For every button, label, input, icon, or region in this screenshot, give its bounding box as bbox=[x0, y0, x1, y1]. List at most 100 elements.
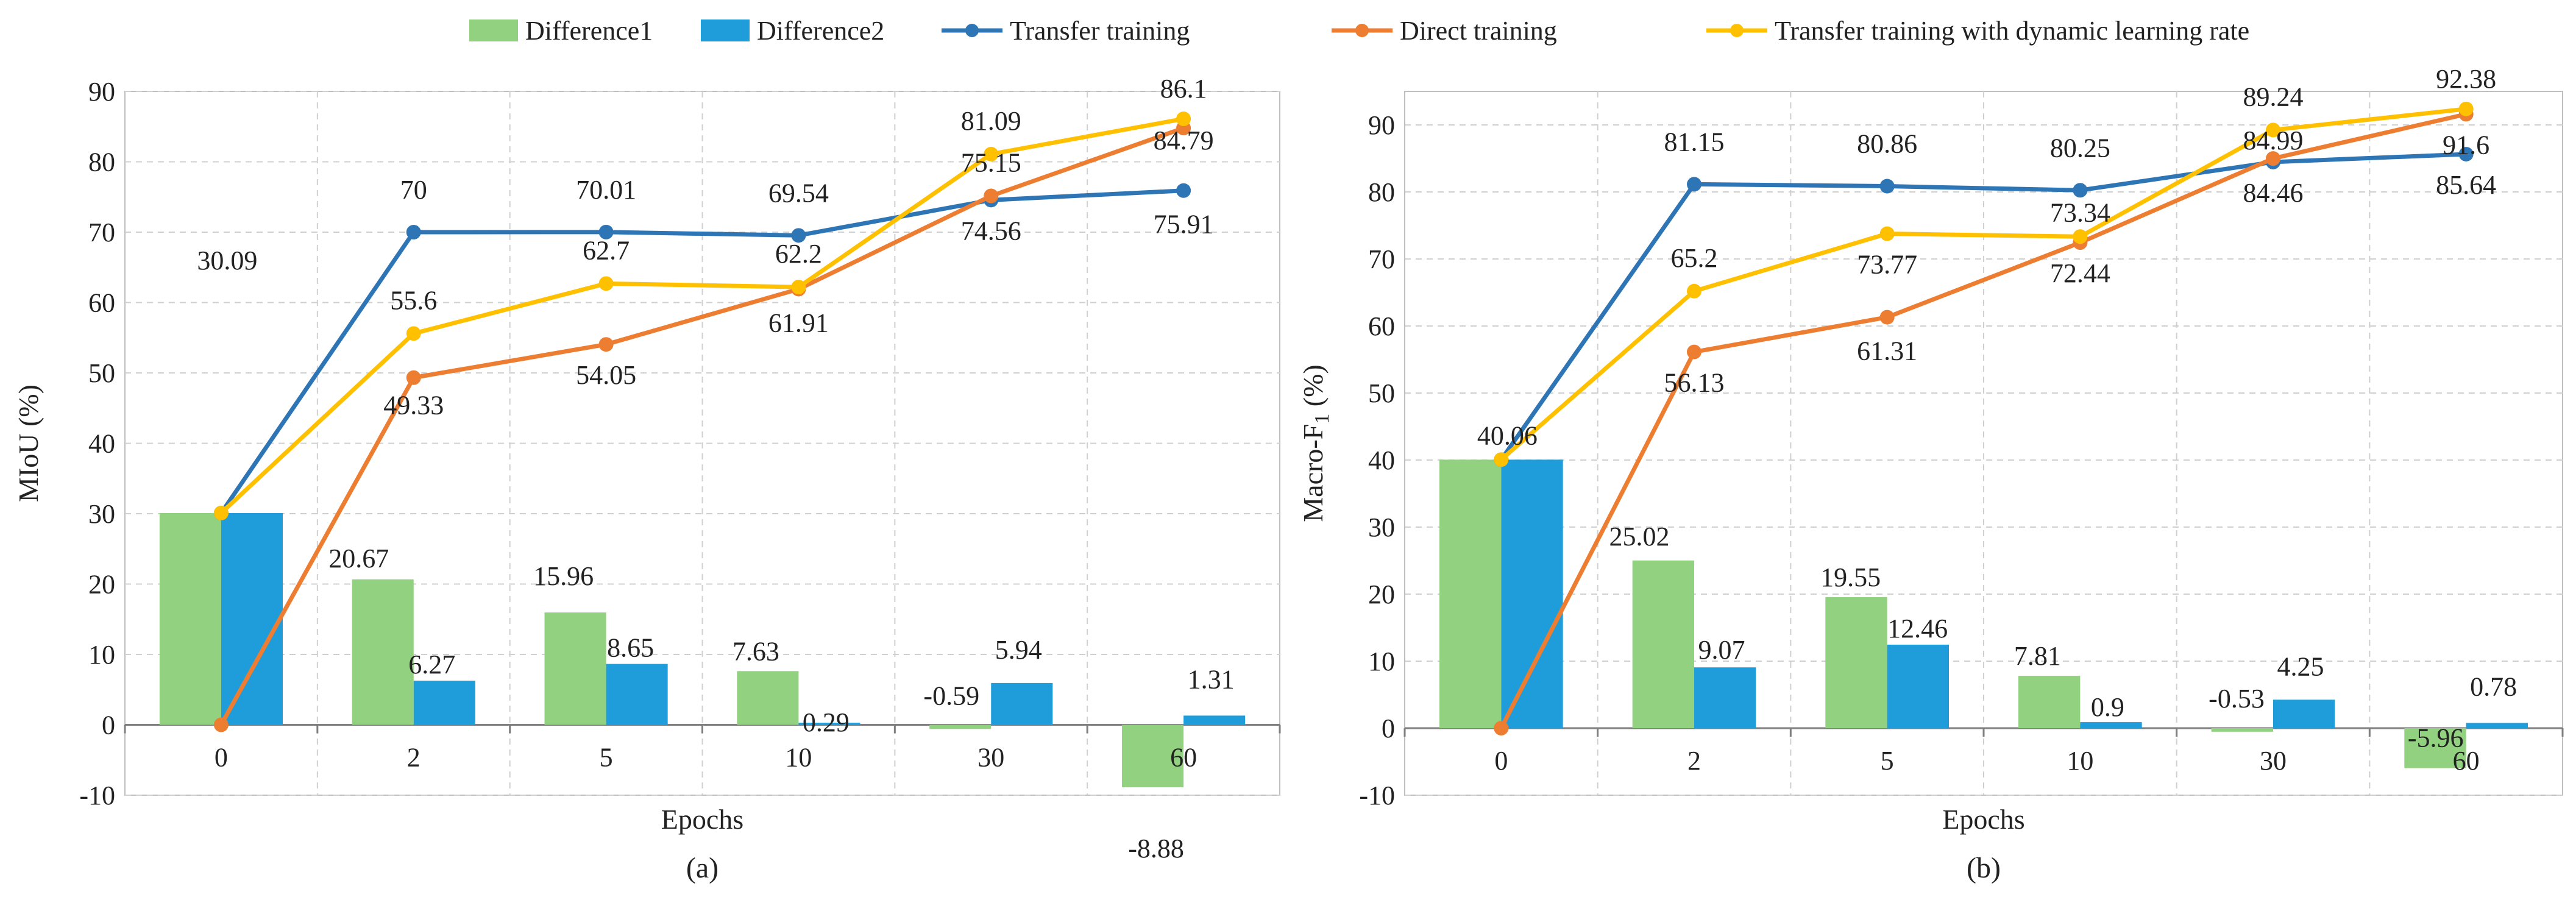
legend-item-difference2: Difference2 bbox=[701, 16, 884, 46]
series-line bbox=[1499, 112, 2467, 729]
panel-label: (b) bbox=[1967, 852, 2001, 884]
line-series-direct-training bbox=[213, 121, 1191, 732]
bar bbox=[737, 671, 799, 725]
bar bbox=[1122, 725, 1184, 788]
y-tick-label: 90 bbox=[1368, 110, 1395, 140]
y-axis-title: MIoU (%) bbox=[13, 384, 44, 502]
legend-label: Direct training bbox=[1400, 16, 1557, 46]
series-line bbox=[219, 188, 1184, 514]
bar bbox=[1183, 715, 1246, 725]
y-tick-label: 30 bbox=[1368, 512, 1395, 542]
legend-marker bbox=[1355, 24, 1369, 37]
data-label: 15.96 bbox=[533, 561, 594, 591]
data-label: 54.05 bbox=[576, 360, 636, 390]
bar bbox=[2273, 700, 2335, 728]
bar bbox=[1825, 597, 1887, 728]
data-label: 73.77 bbox=[1857, 250, 1917, 280]
x-axis-title: Epochs bbox=[661, 804, 743, 835]
series-line bbox=[219, 116, 1184, 515]
y-tick-label: 40 bbox=[88, 429, 115, 459]
data-label: 84.79 bbox=[1154, 126, 1214, 155]
data-label: 1.31 bbox=[1188, 664, 1235, 694]
data-label: 81.09 bbox=[961, 106, 1021, 136]
legend-item-direct-training: Direct training bbox=[1332, 16, 1557, 46]
line-series-direct-training bbox=[1494, 107, 2474, 735]
data-label: 92.38 bbox=[2436, 64, 2496, 94]
data-label: 7.63 bbox=[733, 636, 779, 666]
y-tick-label: 30 bbox=[88, 499, 115, 529]
x-tick-label: 60 bbox=[2453, 746, 2480, 776]
legend-label: Transfer training with dynamic learning … bbox=[1775, 16, 2249, 46]
x-tick-label: 0 bbox=[215, 743, 228, 773]
data-label: 84.99 bbox=[2243, 126, 2304, 155]
data-label: 49.33 bbox=[383, 391, 444, 420]
series-line bbox=[219, 126, 1185, 726]
y-tick-label: 50 bbox=[1368, 378, 1395, 408]
data-label: 61.31 bbox=[1857, 336, 1917, 366]
data-label: -8.88 bbox=[1128, 834, 1184, 863]
x-tick-label: 30 bbox=[978, 743, 1004, 773]
bar bbox=[352, 579, 414, 725]
data-label: 55.6 bbox=[390, 285, 437, 315]
y-axis-title-subscript: 1 bbox=[1311, 414, 1333, 424]
data-label: 6.27 bbox=[408, 650, 455, 679]
bar bbox=[991, 682, 1053, 725]
y-tick-label: 60 bbox=[1368, 311, 1395, 341]
line-point bbox=[1687, 177, 1701, 192]
y-tick-label: 70 bbox=[1368, 244, 1395, 274]
data-label: 80.86 bbox=[1857, 129, 1917, 159]
line-point bbox=[1879, 226, 1895, 241]
line-point bbox=[2458, 146, 2474, 161]
bar bbox=[2211, 728, 2273, 732]
data-label: 0.9 bbox=[2091, 692, 2124, 722]
data-label: 70.01 bbox=[576, 175, 636, 205]
data-label: 30.09 bbox=[197, 246, 257, 275]
data-label: 75.15 bbox=[961, 148, 1021, 178]
chart-panel-b: -10 0 10 20 30 40 50 60 70 80 90 0 2 5 10 30 60 40.06 25.0… bbox=[1297, 64, 2564, 884]
line-point bbox=[1176, 183, 1191, 198]
data-label: 86.1 bbox=[1160, 74, 1207, 104]
x-tick-label: 10 bbox=[785, 743, 812, 773]
line-point bbox=[1494, 452, 1509, 467]
data-label: 61.91 bbox=[768, 308, 829, 338]
line-point bbox=[598, 337, 614, 352]
data-label: 69.54 bbox=[768, 178, 829, 208]
data-label: 19.55 bbox=[1820, 562, 1881, 592]
data-label: 5.94 bbox=[995, 635, 1042, 665]
series-line bbox=[1499, 152, 2466, 461]
line-point bbox=[791, 280, 806, 295]
line-point bbox=[213, 505, 229, 520]
y-tick-label: 70 bbox=[88, 218, 115, 247]
line-point bbox=[1687, 344, 1701, 360]
line-point bbox=[1176, 112, 1191, 127]
data-label: 40.06 bbox=[1477, 420, 1538, 450]
x-tick-label: 5 bbox=[600, 743, 613, 773]
data-label: 7.81 bbox=[2014, 641, 2061, 671]
data-label: -5.96 bbox=[2408, 723, 2464, 753]
y-tick-label: 0 bbox=[1382, 714, 1395, 743]
y-tick-label: 20 bbox=[88, 570, 115, 600]
legend-swatch bbox=[701, 19, 750, 41]
y-tick-label: -10 bbox=[1359, 781, 1395, 810]
y-tick-label: 0 bbox=[102, 710, 115, 740]
line-series-transfer-training-with-dynamic-learning-rate bbox=[1494, 101, 2474, 467]
data-label: 8.65 bbox=[607, 633, 654, 663]
line-point bbox=[2458, 101, 2474, 116]
data-label: 65.2 bbox=[1671, 243, 1718, 273]
bar bbox=[1501, 459, 1563, 728]
line-point bbox=[598, 276, 614, 291]
bar bbox=[544, 612, 606, 725]
line-point bbox=[2073, 229, 2088, 244]
legend-item-transfer-training-with-dynamic-learning-rate: Transfer training with dynamic learning … bbox=[1706, 16, 2249, 46]
line-point bbox=[2073, 183, 2088, 198]
y-tick-label: 40 bbox=[1368, 445, 1395, 475]
bar bbox=[221, 512, 283, 725]
data-label: 20.67 bbox=[328, 544, 389, 573]
y-tick-label: 50 bbox=[88, 358, 115, 388]
bar-series-difference2 bbox=[1501, 459, 2528, 728]
data-label: 80.25 bbox=[2050, 133, 2110, 163]
line-point bbox=[984, 188, 999, 204]
line-point bbox=[1879, 179, 1895, 194]
y-tick-label: 80 bbox=[1368, 177, 1395, 207]
panel-label: (a) bbox=[686, 852, 719, 884]
